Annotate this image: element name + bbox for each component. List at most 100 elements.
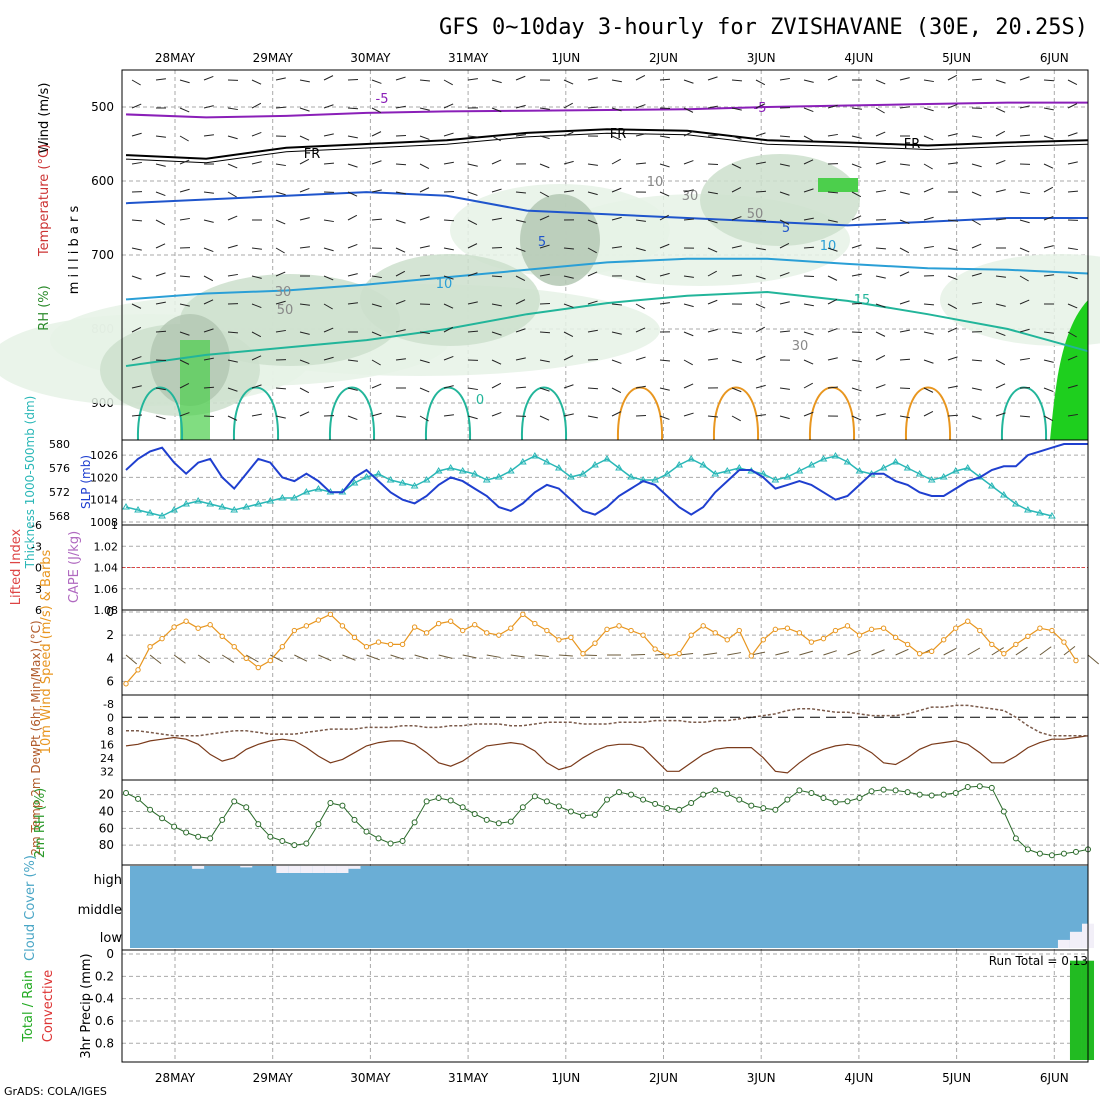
wind-barb <box>251 161 262 165</box>
wind-barb <box>131 247 142 251</box>
wind-barb <box>491 303 502 307</box>
wind-barb <box>923 411 934 417</box>
date-tick-bottom: 31MAY <box>448 1071 489 1085</box>
date-tick-bottom: 6JUN <box>1040 1071 1069 1085</box>
wind-barb <box>227 107 238 111</box>
wind-barb <box>991 647 1004 656</box>
wind-axis-label: Wind (m/s) <box>37 83 52 154</box>
wind-speed-point <box>435 620 442 627</box>
wind-speed-point <box>904 641 911 648</box>
wind-barb <box>131 132 142 137</box>
wind-barb <box>125 654 138 665</box>
panel-frame <box>121 439 1089 526</box>
wind-10m-panel: 0 2 4 6 10m Wind Speed (m/s) & Barbs <box>39 549 1100 754</box>
wind-barb <box>703 652 718 656</box>
wind-speed-point <box>820 635 827 642</box>
wind-barb <box>323 162 335 165</box>
wind-barb <box>395 270 406 277</box>
wind-speed-point <box>640 632 646 638</box>
rh-point <box>183 829 190 836</box>
date-tick-bottom: 29MAY <box>253 1071 294 1085</box>
wind-barb <box>803 79 814 83</box>
lifted-index-tick-label: -6 <box>31 519 42 532</box>
wind-speed-point <box>532 620 538 627</box>
wind-speed-point <box>688 632 694 638</box>
rh-point <box>135 795 142 802</box>
wind-barb <box>851 387 862 392</box>
wind-barb <box>371 131 382 137</box>
temperature-contour <box>616 386 664 441</box>
cloud-background <box>130 866 1088 948</box>
wind-barb <box>347 387 358 391</box>
rh-axis-label: RH (%) <box>37 285 52 330</box>
wind-barb <box>851 415 862 421</box>
cloud-patch <box>276 866 289 873</box>
wind-barb <box>347 135 358 139</box>
wind-barb <box>587 358 599 361</box>
wind-barb <box>899 329 910 333</box>
rh-point <box>279 837 286 844</box>
rh-tick-label: 80 <box>99 838 114 852</box>
freezing-contour <box>125 132 1089 164</box>
contour-label: 10 <box>436 277 453 292</box>
thickness-point <box>555 464 563 471</box>
wind-barb <box>323 104 334 109</box>
wind-barb <box>755 414 766 417</box>
thickness-point <box>675 461 684 468</box>
wind-barb <box>899 358 911 361</box>
wind-barb <box>1067 355 1078 361</box>
thickness-point <box>122 503 130 510</box>
wind-barb <box>683 331 694 337</box>
wind-barb <box>179 135 189 142</box>
wind-barb <box>419 274 431 277</box>
contour-label: 50 <box>747 207 764 222</box>
thickness-point <box>951 467 960 474</box>
wind-barb <box>635 247 646 252</box>
wind-barb <box>1067 331 1077 338</box>
wind-barb <box>155 163 166 167</box>
wind-barb <box>299 187 310 193</box>
wind-barb <box>323 385 334 389</box>
wind-barb <box>443 103 454 109</box>
cape-tick-label: 1 <box>111 519 118 532</box>
wind-speed-point <box>844 623 851 629</box>
wind-barb <box>1019 415 1031 418</box>
wind-barb <box>299 411 310 417</box>
date-tick-top: 29MAY <box>253 51 294 65</box>
pressure-tick-label: 700 <box>91 248 114 262</box>
wind-barb <box>659 163 670 168</box>
wind-barb <box>1043 163 1054 169</box>
wind-barb <box>947 247 958 251</box>
temperature-axis-label: 2m Temp 2m DewPt (6hr Min/Max) (°C) <box>29 620 43 855</box>
wind-barb <box>995 331 1006 337</box>
wind-speed-point <box>772 626 779 633</box>
wind-barb <box>755 303 766 309</box>
wind-tick-label: 4 <box>106 651 114 665</box>
wind-barb <box>294 654 308 662</box>
humidity-shading <box>520 194 600 286</box>
date-tick-top: 2JUN <box>649 51 678 65</box>
wind-speed-point <box>724 637 730 643</box>
wind-speed-point <box>880 625 887 631</box>
wind-barb <box>635 327 646 333</box>
temperature-contour <box>520 386 568 441</box>
wind-tick-label: 0 <box>106 605 114 619</box>
thickness-point <box>759 470 768 477</box>
temperature-tick-label: 0 <box>107 711 114 724</box>
temperature-contour <box>125 290 1089 367</box>
thickness-point <box>182 500 191 507</box>
wind-barb <box>419 331 430 335</box>
thickness-point <box>542 458 551 465</box>
thickness-line <box>125 455 1053 517</box>
wind-barb <box>275 191 286 196</box>
wind-tick-label: 2 <box>106 628 114 642</box>
wind-barb <box>967 647 981 656</box>
wind-barb <box>318 654 332 662</box>
thickness-point <box>518 458 527 465</box>
wind-barb <box>635 75 646 81</box>
precip-bar <box>1069 960 1082 1060</box>
wind-barb <box>203 134 214 137</box>
date-tick-bottom: 28MAY <box>155 1071 196 1085</box>
wind-barb <box>155 191 166 197</box>
panel-frame <box>121 609 1089 696</box>
